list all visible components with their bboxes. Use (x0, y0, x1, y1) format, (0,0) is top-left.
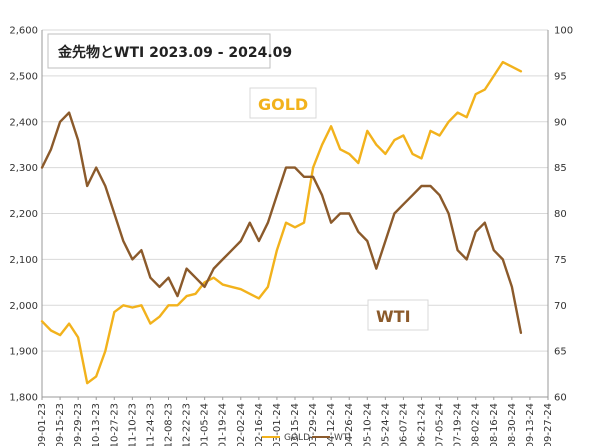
axes: 1,800 1,900 2,000 2,100 2,200 2,300 2,400 2,500… (9, 26, 573, 446)
x-axis-tick-label: 02-02-24 (236, 403, 247, 446)
x-axis-tick-label: 03-29-24 (308, 403, 319, 446)
x-axis-tick-label: 09-01-23 (37, 403, 48, 446)
right-axis-tick-label: 65 (554, 347, 567, 358)
wti-annotation-border (367, 299, 429, 331)
x-axis-tick-label: 03-01-24 (272, 403, 283, 446)
grid-lines (42, 29, 548, 398)
gold-annotation: GOLD (258, 95, 308, 114)
x-axis-tick-label: 05-10-24 (362, 403, 373, 446)
wti-annotation: WTI (376, 307, 411, 326)
x-axis-tick-label: 09-27-24 (543, 403, 554, 446)
right-axis-tick-label: 80 (554, 209, 567, 220)
chart-title-box: 金先物とWTI 2023.09 - 2024.09 (47, 33, 292, 69)
series-lines (40, 60, 523, 385)
x-axis-tick-label: 08-30-24 (507, 403, 518, 446)
left-axis-tick-label: 2,500 (9, 71, 38, 82)
x-axis-tick-label: 02-16-24 (254, 403, 265, 446)
chart-title: 金先物とWTI 2023.09 - 2024.09 (57, 44, 292, 61)
right-axis-tick-label: 95 (554, 71, 567, 82)
x-axis-tick-label: 06-07-24 (398, 403, 409, 446)
title-box-border (47, 33, 271, 69)
x-axis-tick-label: 01-19-24 (218, 403, 229, 446)
gold-annotation-box: GOLD (249, 87, 317, 119)
right-axis-tick-label: 75 (554, 255, 567, 266)
x-axis-tick-label: 12-22-23 (182, 403, 193, 446)
legend-gold-label: GOLD (284, 433, 310, 443)
right-axis-tick-label: 70 (554, 301, 567, 312)
x-axis-tick-label: 11-10-23 (127, 403, 138, 446)
x-axis-tick-label: 10-27-23 (109, 403, 120, 446)
left-axis-tick-label: 2,000 (9, 301, 38, 312)
gold-series-line (40, 60, 523, 385)
x-axis-tick-label: 08-16-24 (489, 403, 500, 446)
x-axis-tick-label: 10-13-23 (91, 403, 102, 446)
wti-annotation-box: WTI (367, 299, 429, 331)
left-axis-tick-label: 1,800 (9, 393, 38, 404)
x-axis-tick-label: 09-29-23 (73, 403, 84, 446)
x-axis-tick-label: 01-05-24 (200, 403, 211, 446)
right-axis-tick-label: 85 (554, 163, 567, 174)
x-axis-tick-label: 07-05-24 (435, 403, 446, 446)
legend-wti-label: WTI (334, 433, 351, 443)
right-axis-tick-label: 60 (554, 393, 567, 404)
legend: GOLD WTI (262, 433, 351, 443)
right-axis-tick-label: 100 (554, 26, 573, 37)
x-axis-tick-label: 11-24-23 (145, 403, 156, 446)
left-axis-tick-label: 2,200 (9, 209, 38, 220)
left-axis-tick-label: 2,600 (9, 26, 38, 37)
x-axis-tick-label: 04-26-24 (344, 403, 355, 446)
right-axis-tick-label: 90 (554, 117, 567, 128)
left-axis-tick-label: 1,900 (9, 347, 38, 358)
x-axis-tick-label: 03-15-24 (290, 403, 301, 446)
left-axis-tick-label: 2,300 (9, 163, 38, 174)
wti-series-line (40, 111, 523, 334)
x-axis-tick-label: 09-13-24 (525, 403, 536, 446)
x-axis-tick-label: 07-19-24 (453, 403, 464, 446)
x-axis-tick-label: 04-12-24 (326, 403, 337, 446)
gold-annotation-border (249, 87, 317, 119)
left-axis-tick-label: 2,100 (9, 255, 38, 266)
x-axis-tick-label: 09-15-23 (55, 403, 66, 446)
x-axis-tick-label: 12-08-23 (164, 403, 175, 446)
x-axis-tick-label: 08-02-24 (471, 403, 482, 446)
x-axis-tick-label: 05-24-24 (380, 403, 391, 446)
x-axis-tick-label: 06-21-24 (417, 403, 428, 446)
left-axis-tick-label: 2,400 (9, 117, 38, 128)
